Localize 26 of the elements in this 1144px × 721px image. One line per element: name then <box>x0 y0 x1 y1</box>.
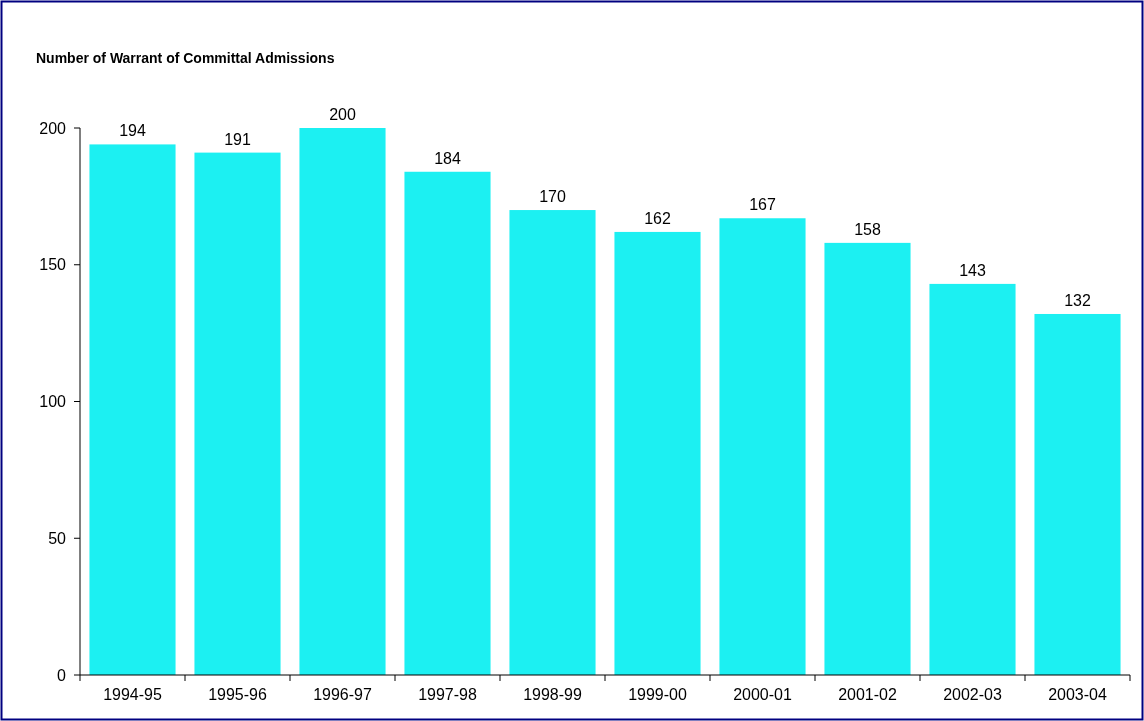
x-tick-label: 2002-03 <box>943 686 1002 703</box>
data-label: 167 <box>749 196 776 214</box>
x-tick-label: 1996-97 <box>313 686 372 703</box>
data-label: 158 <box>854 220 881 238</box>
data-label: 143 <box>959 261 986 279</box>
y-tick-label: 50 <box>48 529 67 547</box>
data-label: 184 <box>434 149 461 167</box>
data-label: 200 <box>329 106 356 123</box>
x-tick-label: 2001-02 <box>838 686 897 703</box>
y-tick-label: 100 <box>39 393 67 411</box>
y-tick-label: 200 <box>39 119 67 137</box>
x-tick-label: 1999-00 <box>628 686 687 703</box>
y-tick-label: 0 <box>57 666 67 684</box>
x-tick-label: 1998-99 <box>523 686 582 703</box>
x-tick-label: 1995-96 <box>208 686 267 703</box>
data-label: 194 <box>119 122 146 140</box>
y-tick-label: 150 <box>39 256 67 274</box>
data-label: 132 <box>1064 291 1091 309</box>
data-label: 162 <box>644 209 671 227</box>
x-tick-label: 1994-95 <box>103 686 162 703</box>
x-tick-label: 2000-01 <box>733 686 792 703</box>
chart-title: Number of Warrant of Committal Admissions <box>36 50 335 66</box>
x-tick-label: 2003-04 <box>1048 686 1107 703</box>
x-tick-label: 1997-98 <box>418 686 477 703</box>
data-label: 191 <box>224 130 251 148</box>
data-label: 170 <box>539 188 566 206</box>
